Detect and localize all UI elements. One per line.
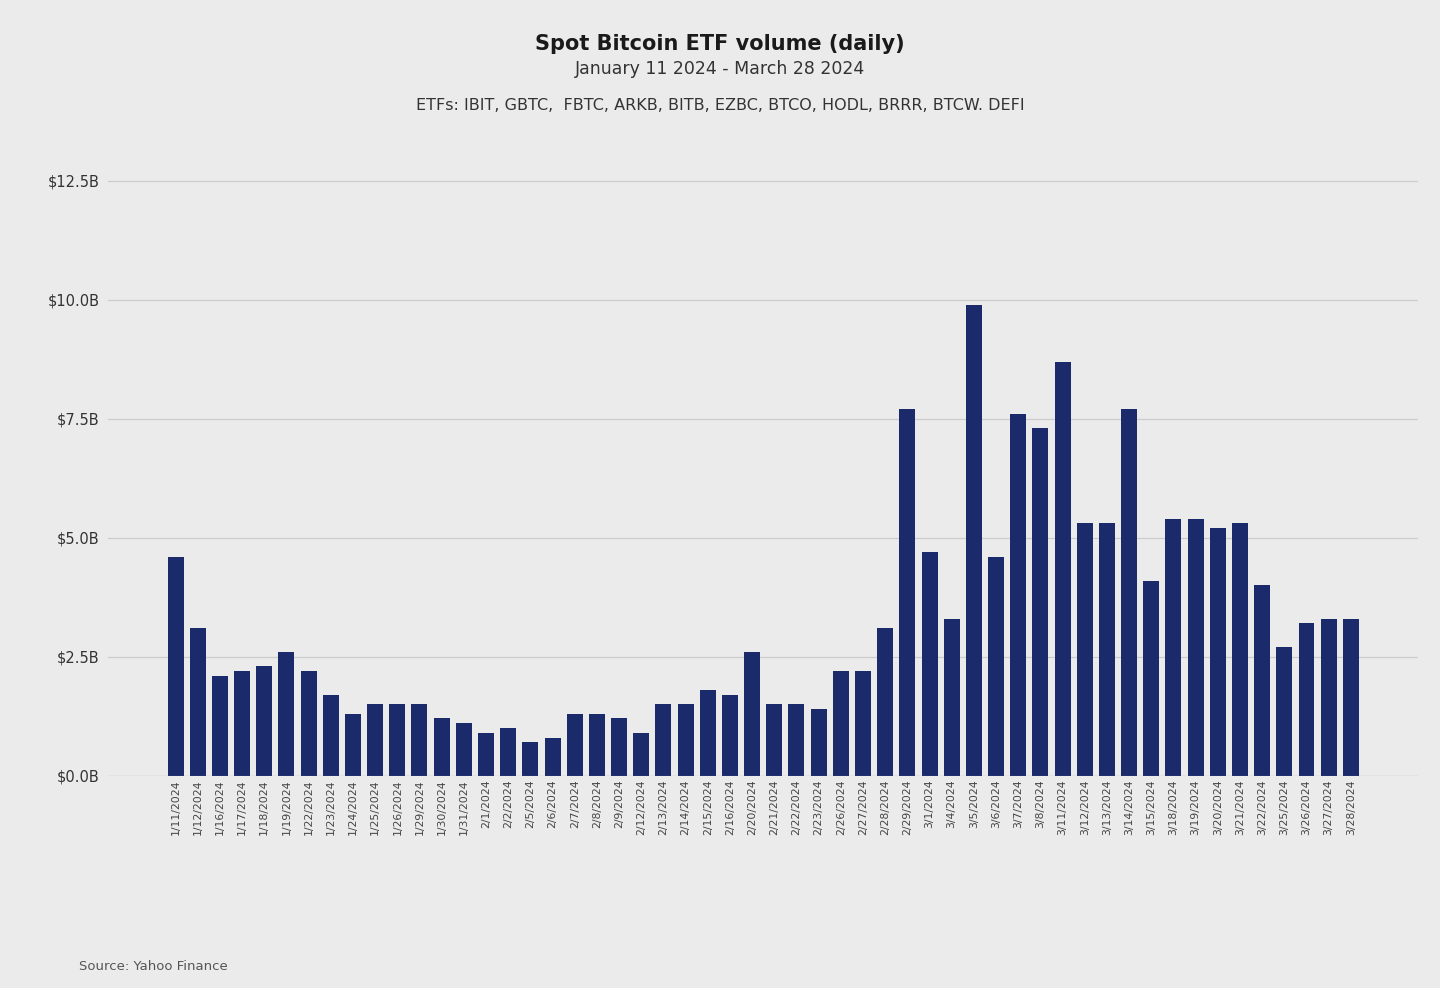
Bar: [1254, 585, 1270, 776]
Bar: [1344, 618, 1359, 776]
Bar: [1233, 524, 1248, 776]
Bar: [1210, 529, 1225, 776]
Bar: [900, 409, 916, 776]
Bar: [433, 718, 449, 776]
Bar: [766, 704, 782, 776]
Bar: [789, 704, 805, 776]
Bar: [346, 713, 361, 776]
Bar: [212, 676, 228, 776]
Bar: [634, 733, 649, 776]
Bar: [1143, 581, 1159, 776]
Bar: [1320, 618, 1336, 776]
Bar: [278, 652, 294, 776]
Bar: [389, 704, 405, 776]
Bar: [235, 671, 251, 776]
Bar: [611, 718, 626, 776]
Bar: [966, 304, 982, 776]
Bar: [523, 742, 539, 776]
Bar: [877, 628, 893, 776]
Bar: [567, 713, 583, 776]
Bar: [1032, 429, 1048, 776]
Bar: [922, 552, 937, 776]
Bar: [478, 733, 494, 776]
Bar: [1188, 519, 1204, 776]
Bar: [256, 666, 272, 776]
Bar: [1054, 362, 1070, 776]
Text: Spot Bitcoin ETF volume (daily): Spot Bitcoin ETF volume (daily): [536, 35, 904, 54]
Bar: [190, 628, 206, 776]
Bar: [1165, 519, 1181, 776]
Bar: [855, 671, 871, 776]
Bar: [744, 652, 760, 776]
Bar: [943, 618, 959, 776]
Bar: [500, 728, 516, 776]
Bar: [1011, 414, 1027, 776]
Bar: [655, 704, 671, 776]
Bar: [323, 695, 338, 776]
Bar: [544, 737, 560, 776]
Bar: [589, 713, 605, 776]
Text: January 11 2024 - March 28 2024: January 11 2024 - March 28 2024: [575, 60, 865, 78]
Bar: [678, 704, 694, 776]
Bar: [1077, 524, 1093, 776]
Bar: [412, 704, 428, 776]
Bar: [832, 671, 848, 776]
Text: Source: Yahoo Finance: Source: Yahoo Finance: [79, 959, 228, 973]
Bar: [167, 557, 183, 776]
Bar: [811, 709, 827, 776]
Bar: [1099, 524, 1115, 776]
Bar: [721, 695, 737, 776]
Bar: [988, 557, 1004, 776]
Bar: [301, 671, 317, 776]
Bar: [1299, 623, 1315, 776]
Bar: [1122, 409, 1138, 776]
Bar: [700, 690, 716, 776]
Bar: [367, 704, 383, 776]
Bar: [456, 723, 472, 776]
Text: ETFs: IBIT, GBTC,  FBTC, ARKB, BITB, EZBC, BTCO, HODL, BRRR, BTCW. DEFI: ETFs: IBIT, GBTC, FBTC, ARKB, BITB, EZBC…: [416, 98, 1024, 114]
Bar: [1276, 647, 1292, 776]
